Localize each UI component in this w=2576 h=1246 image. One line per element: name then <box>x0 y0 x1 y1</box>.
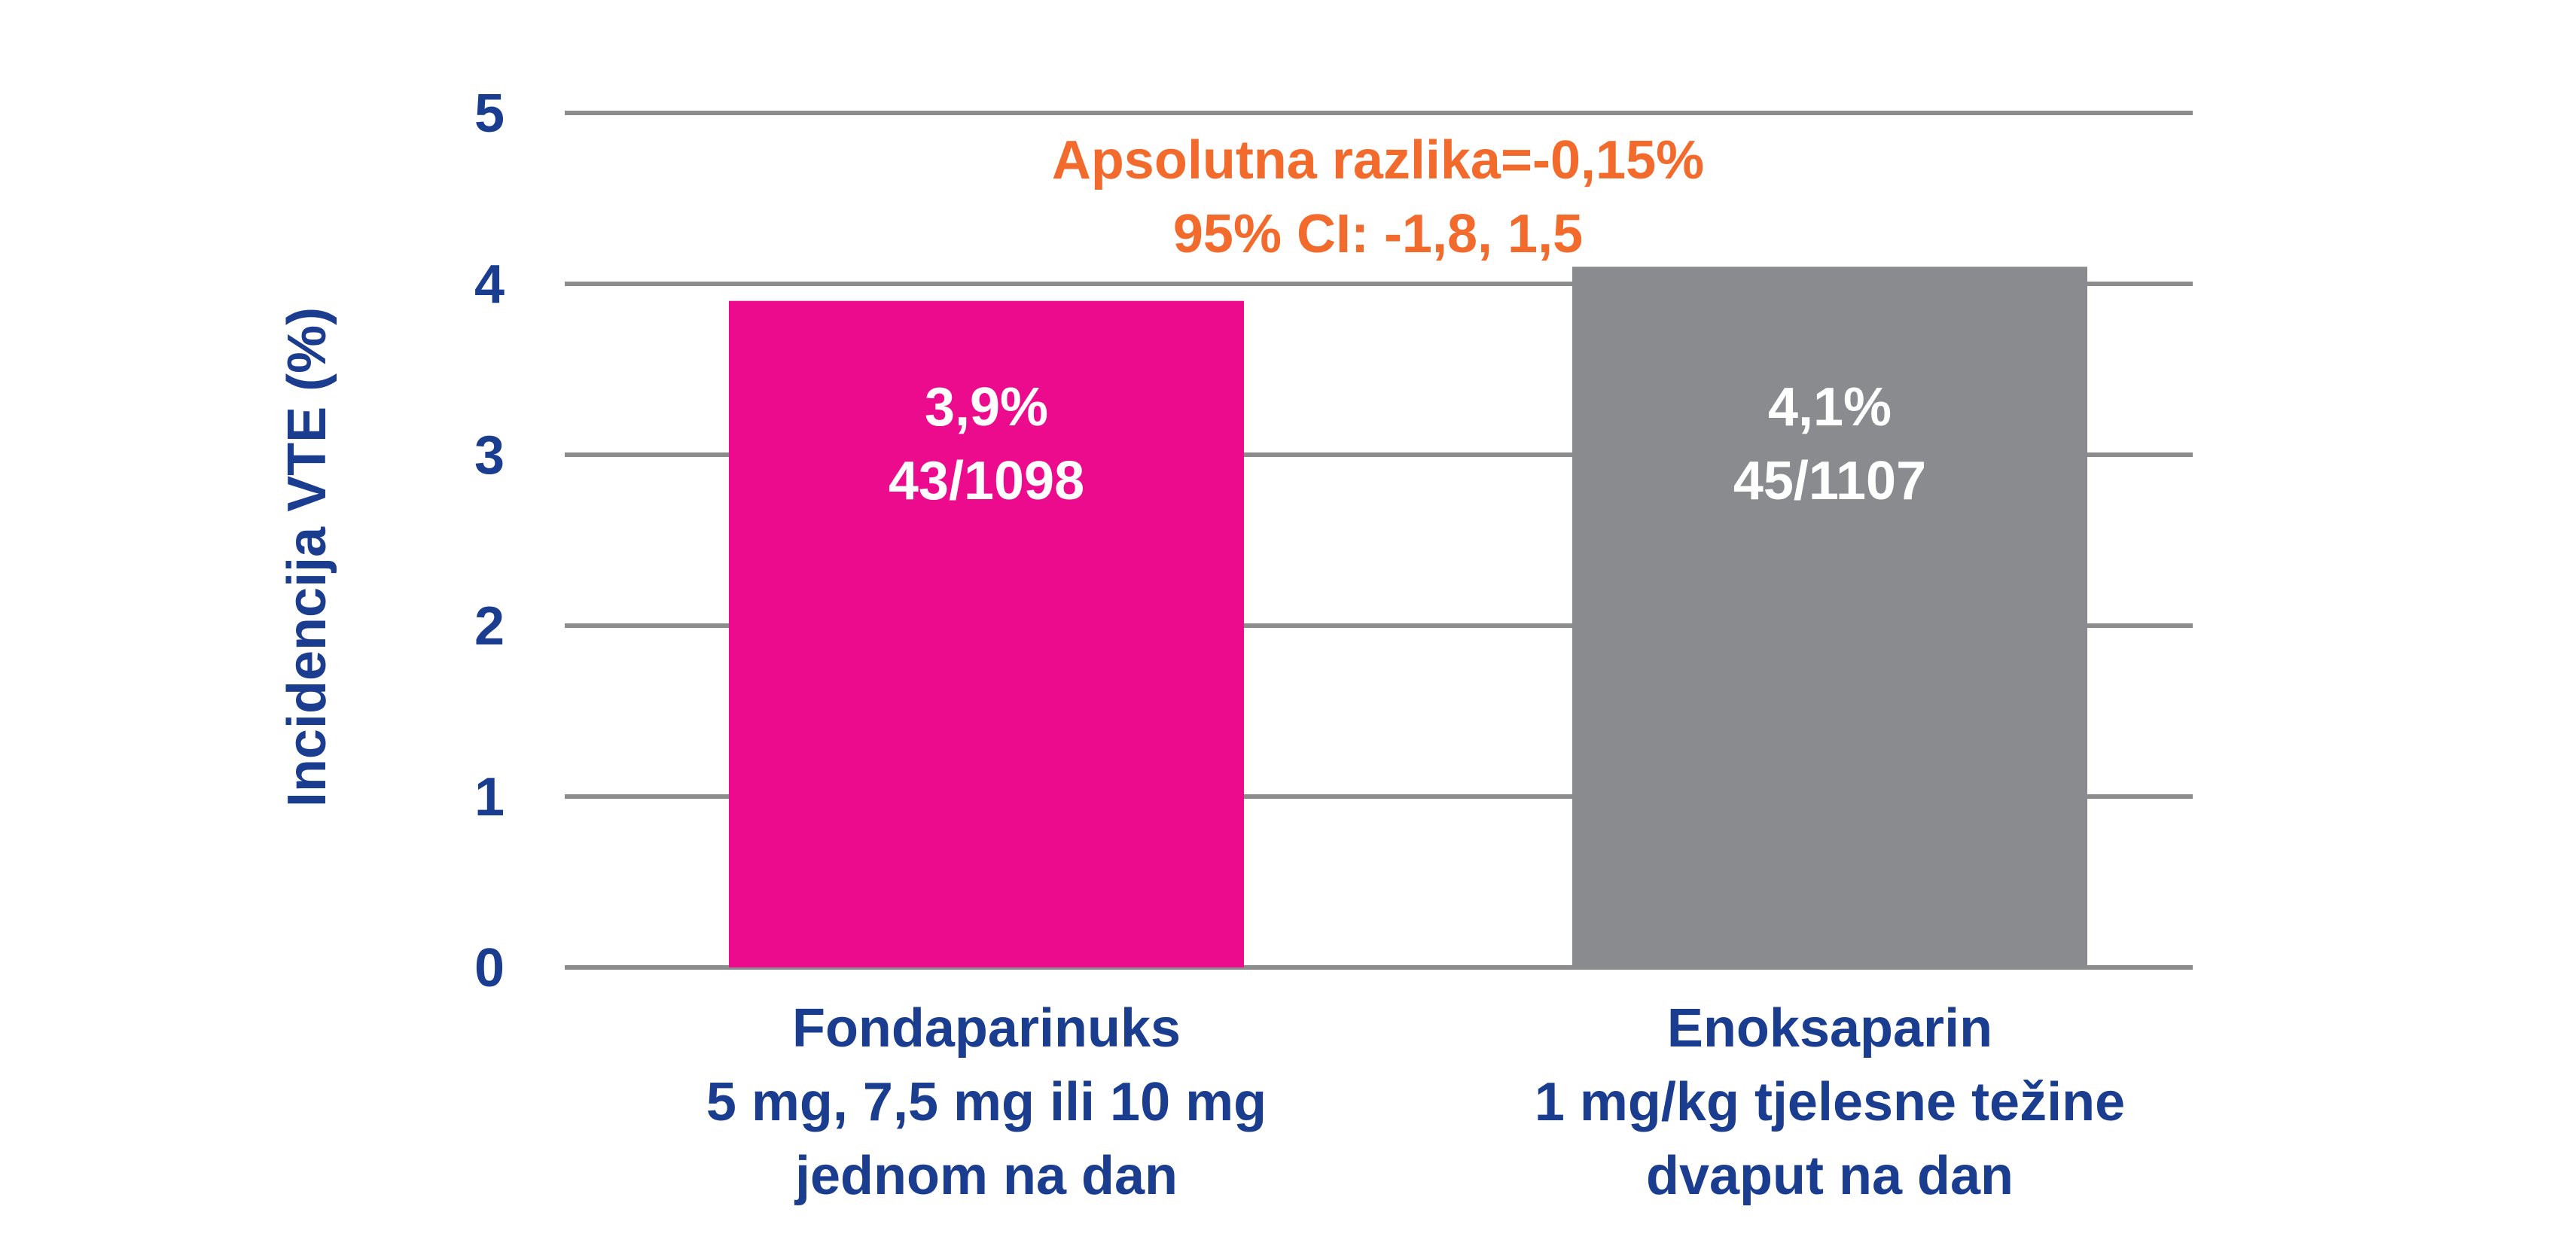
bars <box>729 267 2087 967</box>
data-labels: 3,9% 43/1098 4,1% 45/1107 <box>889 377 1926 511</box>
y-tick-label: 5 <box>474 84 505 144</box>
x-tick-label: Fondaparinuks <box>792 998 1181 1059</box>
data-label: 45/1107 <box>1733 451 1926 511</box>
bar <box>1572 267 2087 967</box>
y-axis-ticks: 0 1 2 3 4 5 <box>474 84 505 998</box>
data-label: 3,9% <box>925 377 1048 437</box>
x-tick-label: dvaput na dan <box>1646 1146 2014 1206</box>
annotation-line: Apsolutna razlika=-0,15% <box>1052 130 1704 190</box>
y-tick-label: 0 <box>474 938 505 998</box>
bar <box>729 300 1244 967</box>
y-tick-label: 3 <box>474 425 505 486</box>
data-label: 43/1098 <box>889 451 1084 511</box>
x-tick-label: 5 mg, 7,5 mg ili 10 mg <box>706 1072 1267 1132</box>
y-axis-label: Incidencija VTE (%) <box>277 307 337 807</box>
x-tick-label: 1 mg/kg tjelesne težine <box>1535 1072 2125 1132</box>
x-tick-label: Enoksaparin <box>1667 998 1992 1059</box>
data-label: 4,1% <box>1768 377 1892 437</box>
y-tick-label: 1 <box>474 767 505 827</box>
y-tick-label: 4 <box>474 254 505 315</box>
x-tick-label: jednom na dan <box>794 1146 1178 1206</box>
y-tick-label: 2 <box>474 596 505 657</box>
annotation: Apsolutna razlika=-0,15% 95% CI: -1,8, 1,… <box>1052 130 1704 264</box>
annotation-line: 95% CI: -1,8, 1,5 <box>1173 204 1583 264</box>
x-axis-categories: Fondaparinuks 5 mg, 7,5 mg ili 10 mg jedno… <box>706 998 2125 1206</box>
